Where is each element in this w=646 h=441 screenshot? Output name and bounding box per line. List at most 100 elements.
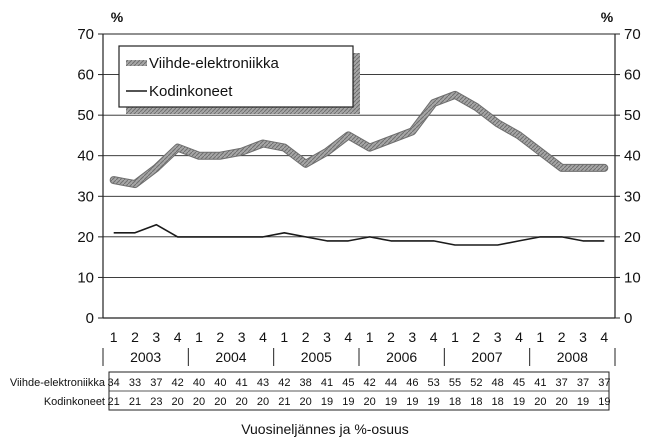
x-tick-label-quarter: 3 — [579, 329, 587, 345]
x-axis-title: Vuosineljännes ja %-osuus — [241, 421, 409, 437]
data-table-cell: 33 — [129, 377, 141, 389]
data-table-cell: 55 — [449, 377, 461, 389]
data-table-cell: 20 — [236, 396, 248, 408]
x-tick-label-quarter: 1 — [110, 329, 118, 345]
data-table-cell: 41 — [236, 377, 248, 389]
data-table: Viihde-elektroniikka 34 33 37 42 40 40 41 43 42 38… — [10, 371, 610, 411]
data-table-cell: 20 — [214, 396, 226, 408]
data-table-cell: 42 — [172, 377, 184, 389]
y-tick-label-right: 30 — [624, 188, 641, 205]
y-tick-label-left: 0 — [86, 310, 94, 327]
data-table-cell: 20 — [257, 396, 269, 408]
x-tick-label-quarter: 2 — [131, 329, 139, 345]
x-tick-label-quarter: 2 — [472, 329, 480, 345]
x-tick-label-quarter: 1 — [536, 329, 544, 345]
y-tick-label-right: 10 — [624, 269, 641, 286]
x-tick-label-year: 2007 — [471, 349, 502, 365]
data-table-cell: 18 — [470, 396, 482, 408]
y-tick-label-right: 60 — [624, 67, 641, 84]
data-table-cell: 45 — [513, 377, 525, 389]
data-table-cell: 45 — [342, 377, 354, 389]
data-table-cell: 20 — [300, 396, 312, 408]
data-table-cell: 20 — [193, 396, 205, 408]
x-tick-label-year: 2004 — [215, 349, 246, 365]
x-tick-label-quarter: 2 — [302, 329, 310, 345]
x-tick-label-quarter: 4 — [515, 329, 523, 345]
legend: Viihde-elektroniikka Kodinkoneet — [118, 45, 360, 114]
data-table-cell: 21 — [278, 396, 290, 408]
data-table-cell: 37 — [598, 377, 610, 389]
y-tick-label-left: 70 — [77, 26, 94, 43]
y-tick-label-right: 0 — [624, 310, 632, 327]
data-table-cell: 19 — [513, 396, 525, 408]
data-table-cell: 19 — [321, 396, 333, 408]
data-table-cell: 19 — [598, 396, 610, 408]
data-table-cell: 52 — [470, 377, 482, 389]
x-tick-label-quarter: 4 — [600, 329, 608, 345]
data-table-cell: 20 — [364, 396, 376, 408]
data-table-cell: 19 — [342, 396, 354, 408]
data-table-cell: 19 — [577, 396, 589, 408]
y-tick-label-right: 20 — [624, 229, 641, 246]
x-tick-label-quarter: 1 — [280, 329, 288, 345]
data-table-cell: 21 — [129, 396, 141, 408]
data-table-cell: 38 — [300, 377, 312, 389]
y-tick-label-left: 30 — [77, 188, 94, 205]
x-tick-label-quarter: 1 — [366, 329, 374, 345]
x-tick-label-quarter: 3 — [408, 329, 416, 345]
data-table-cell: 18 — [492, 396, 504, 408]
data-table-cell: 23 — [150, 396, 162, 408]
y-tick-label-right: 70 — [624, 26, 641, 43]
legend-label-kodinkoneet: Kodinkoneet — [149, 83, 233, 100]
x-tick-label-quarter: 2 — [387, 329, 395, 345]
legend-box — [118, 45, 354, 108]
data-table-cell: 19 — [385, 396, 397, 408]
x-tick-label-quarter: 1 — [195, 329, 203, 345]
x-tick-label-quarter: 2 — [558, 329, 566, 345]
data-table-cell: 41 — [534, 377, 546, 389]
data-table-cell: 34 — [108, 377, 120, 389]
data-table-cell: 43 — [257, 377, 269, 389]
y-tick-label-right: 40 — [624, 148, 641, 165]
x-tick-label-quarter: 4 — [430, 329, 438, 345]
data-table-cell: 46 — [406, 377, 418, 389]
x-tick-label-year: 2006 — [386, 349, 417, 365]
data-table-cell: 37 — [577, 377, 589, 389]
data-series — [109, 90, 609, 246]
data-table-cell: 20 — [172, 396, 184, 408]
y-tick-label-left: 40 — [77, 148, 94, 165]
data-table-cell: 37 — [150, 377, 162, 389]
data-table-cell: 48 — [492, 377, 504, 389]
data-table-cell: 53 — [428, 377, 440, 389]
data-table-row-label: Viihde-elektroniikka — [10, 377, 106, 389]
y-tick-label-left: 50 — [77, 107, 94, 124]
x-tick-label-quarter: 1 — [451, 329, 459, 345]
data-table-cell: 19 — [428, 396, 440, 408]
data-table-cell: 19 — [406, 396, 418, 408]
data-table-row-label: Kodinkoneet — [44, 396, 105, 408]
data-table-cell: 20 — [556, 396, 568, 408]
y-tick-label-left: 60 — [77, 67, 94, 84]
y-unit-label-left: % — [111, 9, 124, 25]
data-table-cell: 44 — [385, 377, 397, 389]
data-table-cell: 40 — [193, 377, 205, 389]
series-line-viihde-elektroniikka — [110, 91, 608, 188]
data-table-cell: 20 — [534, 396, 546, 408]
data-table-cell: 42 — [278, 377, 290, 389]
y-tick-label-left: 20 — [77, 229, 94, 246]
data-table-cell: 21 — [108, 396, 120, 408]
axes: 0 0 10 10 20 20 30 30 40 40 50 50 60 60 70 70%% — [77, 9, 640, 327]
x-tick-label-year: 2003 — [130, 349, 161, 365]
x-tick-label-quarter: 3 — [323, 329, 331, 345]
x-tick-label-quarter: 3 — [494, 329, 502, 345]
x-tick-label-quarter: 2 — [216, 329, 224, 345]
x-tick-label-quarter: 4 — [174, 329, 182, 345]
y-unit-label-right: % — [601, 9, 614, 25]
x-tick-label-year: 2008 — [557, 349, 588, 365]
legend-label-viihde-elektroniikka: Viihde-elektroniikka — [149, 55, 279, 72]
y-tick-label-left: 10 — [77, 269, 94, 286]
x-tick-label-quarter: 4 — [344, 329, 352, 345]
data-table-cell: 41 — [321, 377, 333, 389]
